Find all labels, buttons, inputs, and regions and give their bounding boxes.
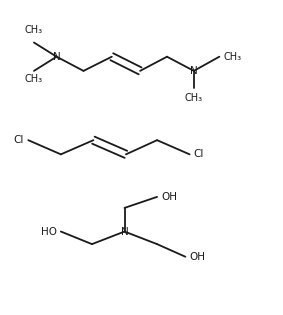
Text: N: N — [53, 52, 61, 62]
Text: N: N — [190, 66, 198, 76]
Text: CH₃: CH₃ — [25, 25, 43, 35]
Text: N: N — [121, 226, 128, 237]
Text: CH₃: CH₃ — [185, 93, 203, 103]
Text: Cl: Cl — [14, 135, 24, 145]
Text: HO: HO — [40, 226, 57, 237]
Text: Cl: Cl — [194, 149, 204, 159]
Text: CH₃: CH₃ — [224, 52, 242, 62]
Text: CH₃: CH₃ — [25, 74, 43, 84]
Text: OH: OH — [190, 252, 206, 262]
Text: OH: OH — [161, 192, 177, 202]
